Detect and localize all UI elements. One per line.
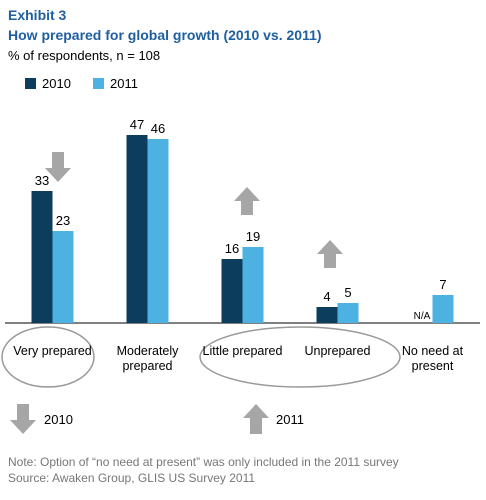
legend-swatch [93,78,104,89]
bar [147,139,169,323]
bar [221,259,243,323]
bar [126,135,148,323]
x-tick-label: Very prepared [13,344,92,358]
chart-title: How prepared for global growth (2010 vs.… [8,27,322,43]
value-label: 33 [35,173,49,188]
value-label: N/A [414,311,431,322]
value-label: 23 [56,213,70,228]
x-tick-label: No need at present [401,344,464,373]
value-label: 5 [344,285,351,300]
decor-ellipses [1,326,401,388]
chart-subtitle: % of respondents, n = 108 [8,48,160,63]
legend-swatch [25,78,36,89]
note: Note: Option of “no need at present” was… [8,455,399,469]
arrow-caption: 2011 [276,412,304,427]
bar [31,191,53,323]
value-label: 4 [323,289,330,304]
decor-arrows [10,152,343,434]
value-label: 47 [130,117,144,132]
value-label: 19 [246,229,260,244]
x-tick-label: Unprepared [304,344,371,358]
bar [52,231,74,323]
x-tick-label: Little prepared [202,344,283,358]
legend-label: 2011 [110,76,138,91]
value-label: 7 [439,277,446,292]
value-label: 46 [151,121,165,136]
source: Source: Awaken Group, GLIS US Survey 201… [8,471,256,485]
legend-label: 2010 [42,76,71,91]
bar [432,295,454,323]
bar [316,307,338,323]
bar [242,247,264,323]
exhibit-label: Exhibit 3 [8,7,67,23]
value-label: 16 [225,241,239,256]
arrow-caption: 2010 [44,412,73,427]
x-tick-label: Moderately prepared [116,344,179,373]
bar [337,303,359,323]
